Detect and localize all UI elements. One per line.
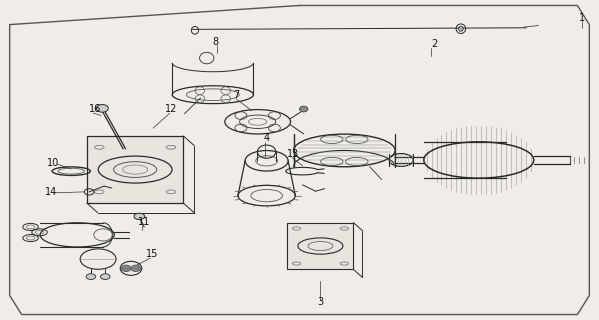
Polygon shape (288, 223, 353, 269)
Text: 2: 2 (431, 39, 437, 49)
Text: 13: 13 (288, 148, 300, 159)
Ellipse shape (300, 106, 308, 112)
Ellipse shape (131, 265, 141, 271)
Ellipse shape (96, 105, 108, 112)
Text: 7: 7 (234, 90, 240, 100)
Text: 4: 4 (264, 133, 270, 143)
Text: 3: 3 (317, 297, 323, 307)
Text: 16: 16 (89, 104, 101, 114)
Ellipse shape (122, 265, 131, 271)
Ellipse shape (458, 26, 463, 31)
Text: 15: 15 (146, 249, 158, 259)
Text: 12: 12 (165, 104, 177, 114)
Text: 8: 8 (213, 37, 219, 47)
Text: 11: 11 (138, 217, 150, 227)
Text: 10: 10 (47, 158, 59, 168)
Ellipse shape (134, 213, 145, 220)
Polygon shape (87, 136, 183, 203)
Text: 1: 1 (579, 13, 585, 23)
Ellipse shape (101, 274, 110, 279)
Text: 14: 14 (46, 187, 58, 197)
Ellipse shape (86, 274, 96, 279)
